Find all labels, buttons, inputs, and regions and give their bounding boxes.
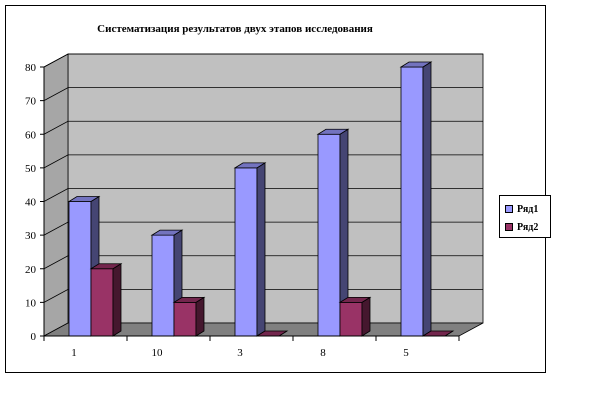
y-tick-label: 50 — [25, 163, 37, 175]
x-category-label: 8 — [320, 347, 326, 359]
y-tick-label: 40 — [25, 197, 37, 209]
y-tick-label: 0 — [31, 331, 37, 343]
bar-1-top — [233, 162, 267, 169]
gridline — [43, 120, 483, 135]
chart-title: Систематизация результатов двух этапов и… — [97, 23, 373, 35]
y-tick-label: 30 — [25, 230, 37, 242]
bar-1-top — [67, 196, 101, 202]
bar-1-top — [150, 229, 184, 236]
bar-1-top — [399, 61, 433, 68]
y-tick-label: 70 — [25, 96, 37, 108]
bar-1-front — [151, 234, 175, 337]
y-tick-label: 20 — [25, 264, 37, 276]
bar-2-top — [338, 296, 372, 303]
legend-swatch-series-2 — [505, 223, 513, 231]
bar-1-side — [422, 61, 432, 337]
bar-2-side — [361, 296, 371, 337]
x-category-label: 1 — [71, 347, 77, 359]
x-category-label: 10 — [152, 347, 164, 359]
legend: Ряд1 Ряд2 — [499, 195, 551, 238]
x-category-label: 3 — [237, 347, 243, 359]
legend-label-series-2: Ряд2 — [517, 221, 539, 233]
bar-2-top — [172, 296, 206, 303]
bar-2-side — [195, 296, 205, 337]
bar-1-front — [234, 167, 258, 337]
gridline — [43, 87, 483, 101]
legend-swatch-series-1 — [505, 205, 513, 213]
bar-1-front — [317, 133, 341, 337]
y-tick-label: 10 — [25, 297, 37, 309]
bar-2-front — [173, 301, 197, 337]
bar-2-front — [339, 301, 363, 337]
y-tick-label: 80 — [25, 62, 37, 74]
bar-1-front — [68, 201, 92, 337]
x-category-label: 5 — [403, 347, 409, 359]
legend-label-series-1: Ряд1 — [517, 203, 539, 215]
bar-2-top — [89, 263, 123, 270]
chart-frame: Систематизация результатов двух этапов и… — [5, 5, 551, 373]
bar-1-side — [256, 162, 266, 337]
legend-item-series-1: Ряд1 — [505, 202, 538, 216]
gridline — [43, 53, 483, 68]
legend-item-series-2: Ряд2 — [505, 220, 538, 234]
y-tick-label: 60 — [25, 129, 37, 141]
bar-1-top — [316, 128, 350, 135]
bar-2-front — [90, 268, 114, 337]
bar-2-side — [112, 263, 122, 337]
bar-chart: 0 10 20 30 40 50 60 70 80 1 10 3 8 5 — [25, 53, 484, 359]
bar-1-front — [400, 66, 424, 337]
